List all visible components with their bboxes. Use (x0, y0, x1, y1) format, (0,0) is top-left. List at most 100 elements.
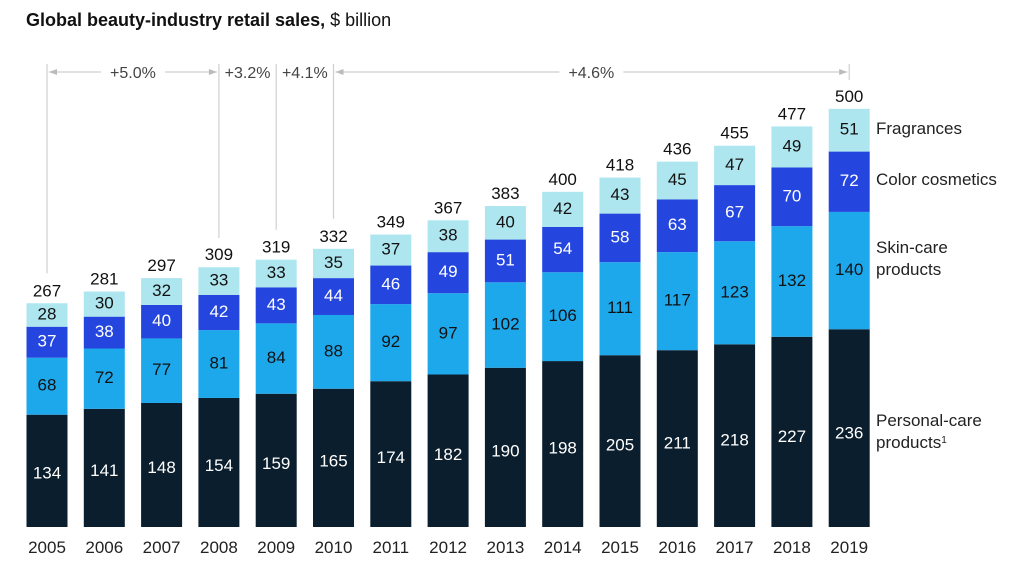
bar-segment-color-cosmetics (313, 278, 354, 315)
segment-value-label: 46 (381, 274, 400, 293)
x-tick-label: 2009 (257, 538, 295, 557)
total-label: 436 (663, 140, 691, 159)
bar-segment-color-cosmetics (427, 252, 469, 294)
segment-value-label: 37 (381, 240, 400, 259)
x-tick-label: 2006 (85, 538, 123, 557)
segment-value-label: 44 (324, 286, 343, 305)
bar-segment-color-cosmetics (656, 199, 698, 253)
x-tick-label: 2008 (200, 538, 238, 557)
total-label: 500 (835, 87, 863, 106)
x-tick-label: 2013 (486, 538, 524, 557)
segment-value-label: 141 (90, 461, 118, 480)
bar-segment-personal-care-products (313, 388, 354, 527)
bar-segment-skin-care-products (599, 262, 641, 356)
bar-segment-fragrances (83, 291, 125, 317)
segment-value-label: 211 (664, 433, 691, 452)
bar-segment-fragrances (26, 303, 68, 327)
total-label: 400 (549, 170, 577, 189)
growth-rate-label: +5.0% (110, 65, 156, 82)
segment-value-label: 28 (38, 304, 57, 323)
x-tick-label: 2014 (544, 538, 582, 557)
total-label: 267 (33, 281, 61, 300)
arrow-left-icon (335, 69, 344, 75)
segment-value-label: 84 (267, 348, 286, 367)
arrow-left-icon (49, 69, 57, 75)
segment-value-label: 40 (496, 212, 515, 231)
x-tick-label: 2019 (830, 538, 868, 557)
bar-segment-color-cosmetics (198, 294, 240, 331)
segment-value-label: 154 (205, 456, 233, 475)
segment-value-label: 198 (549, 439, 577, 458)
total-label: 383 (491, 184, 519, 203)
segment-value-label: 51 (840, 120, 859, 139)
segment-value-label: 102 (491, 315, 519, 334)
bar-segment-fragrances (656, 161, 698, 200)
x-tick-label: 2017 (716, 538, 754, 557)
segment-value-label: 47 (725, 155, 744, 174)
growth-rate-label: +4.6% (568, 65, 614, 82)
growth-rate-label: +4.1% (282, 65, 328, 82)
bar-segment-color-cosmetics (255, 287, 297, 324)
chart-title: Global beauty-industry retail sales, $ b… (26, 10, 391, 31)
bar-segment-fragrances (714, 145, 756, 186)
legend-label-line2: products1 (876, 433, 947, 452)
bar-segment-skin-care-products (427, 293, 469, 375)
bar-segment-fragrances (313, 248, 354, 279)
chart-title-unit: $ billion (330, 10, 392, 30)
bar-segment-color-cosmetics (370, 265, 412, 305)
bar-segment-personal-care-products (427, 374, 469, 527)
bar-segment-skin-care-products (656, 252, 698, 351)
segment-value-label: 32 (152, 281, 171, 300)
segment-value-label: 68 (38, 376, 57, 395)
bar-segment-personal-care-products (255, 393, 297, 527)
bar-segment-skin-care-products (828, 211, 870, 330)
footnote-marker: 1 (941, 435, 947, 446)
bar-segment-skin-care-products (141, 338, 183, 403)
x-tick-label: 2018 (773, 538, 811, 557)
total-label: 477 (778, 104, 806, 123)
segment-value-label: 159 (262, 454, 290, 473)
bar-segment-skin-care-products (313, 314, 354, 389)
chart-title-main: Global beauty-industry retail sales, (26, 10, 326, 30)
x-tick-label: 2007 (143, 538, 181, 557)
segment-value-label: 165 (319, 451, 347, 470)
segment-value-label: 70 (782, 186, 801, 205)
bar-segment-fragrances (141, 278, 183, 305)
segment-value-label: 227 (778, 427, 806, 446)
bar-segment-personal-care-products (656, 350, 698, 527)
bar-segment-color-cosmetics (83, 316, 125, 349)
bar-segment-fragrances (771, 126, 813, 168)
segment-value-label: 205 (606, 436, 634, 455)
bar-segment-color-cosmetics (542, 226, 584, 273)
bar-segment-fragrances (198, 267, 240, 295)
segment-value-label: 45 (668, 170, 687, 189)
bar-segment-fragrances (370, 234, 412, 266)
bar-segment-personal-care-products (771, 336, 813, 527)
bar-segment-fragrances (542, 191, 584, 227)
segment-value-label: 148 (147, 458, 175, 477)
segment-value-label: 54 (553, 239, 572, 258)
bar-segment-skin-care-products (26, 357, 68, 415)
legend-label: Fragrances (876, 119, 962, 138)
bar-segment-personal-care-products (370, 381, 412, 527)
legend-label: Personal-care (876, 411, 982, 430)
segment-value-label: 49 (782, 136, 801, 155)
total-label: 319 (262, 238, 290, 257)
total-label: 332 (319, 227, 347, 246)
arrow-right-icon (839, 69, 848, 75)
bar-segment-personal-care-products (141, 402, 183, 527)
segment-value-label: 37 (38, 332, 57, 351)
segment-value-label: 218 (720, 431, 748, 450)
segment-value-label: 92 (381, 332, 400, 351)
bar-segment-fragrances (828, 108, 870, 152)
total-label: 455 (720, 124, 748, 143)
segment-value-label: 67 (725, 203, 744, 222)
total-label: 281 (90, 270, 118, 289)
segment-value-label: 106 (549, 306, 577, 325)
segment-value-label: 72 (95, 368, 114, 387)
arrow-right-icon (208, 69, 217, 75)
bar-segment-fragrances (427, 220, 469, 253)
growth-rate-label: +3.2% (225, 65, 271, 82)
total-label: 418 (606, 156, 634, 175)
bar-segment-skin-care-products (83, 348, 125, 409)
